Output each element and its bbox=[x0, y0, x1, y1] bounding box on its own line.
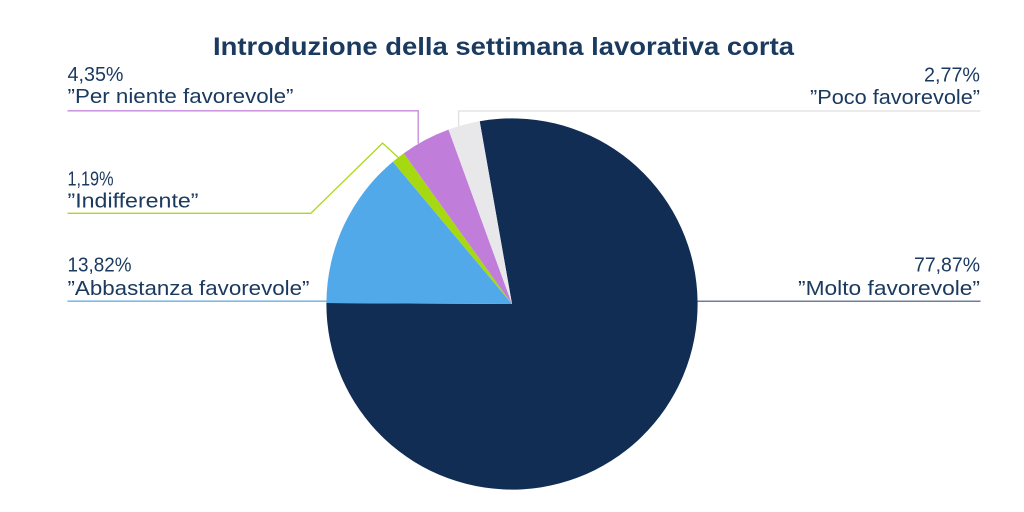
svg-text:”Per niente favorevole”: ”Per niente favorevole” bbox=[68, 86, 294, 108]
svg-text:4,35%: 4,35% bbox=[68, 64, 124, 86]
svg-text:”Poco favorevole”: ”Poco favorevole” bbox=[810, 87, 980, 109]
svg-text:77,87%: 77,87% bbox=[914, 254, 980, 276]
svg-text:”Indifferente”: ”Indifferente” bbox=[68, 191, 199, 213]
svg-text:1,19%: 1,19% bbox=[68, 168, 114, 190]
svg-text:”Molto favorevole”: ”Molto favorevole” bbox=[798, 278, 980, 300]
svg-text:Introduzione della settimana l: Introduzione della settimana lavorativa … bbox=[213, 33, 795, 61]
svg-text:”Abbastanza favorevole”: ”Abbastanza favorevole” bbox=[68, 278, 310, 300]
svg-text:13,82%: 13,82% bbox=[68, 254, 132, 276]
svg-text:2,77%: 2,77% bbox=[924, 64, 980, 86]
